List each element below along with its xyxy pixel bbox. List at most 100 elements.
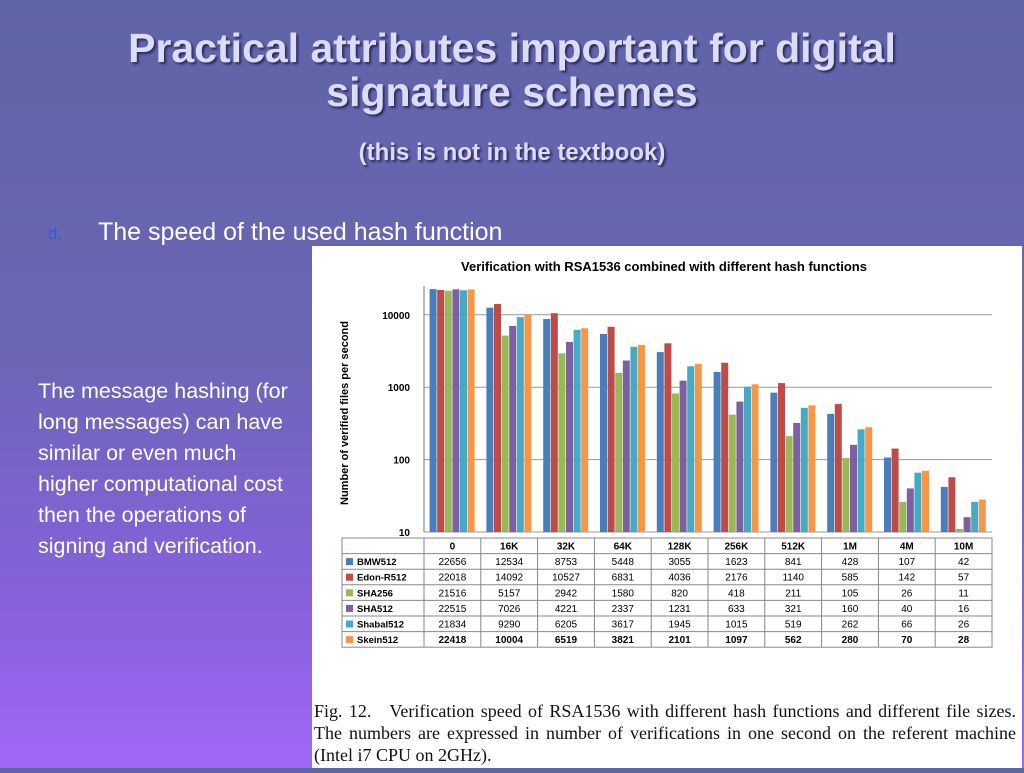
bar bbox=[672, 393, 679, 532]
bar bbox=[842, 458, 850, 532]
legend-swatch bbox=[346, 604, 353, 612]
table-cell-value: 22418 bbox=[438, 635, 466, 646]
table-cell-value: 2101 bbox=[668, 635, 691, 646]
bar bbox=[744, 386, 751, 532]
table-cell-value: 1580 bbox=[612, 588, 635, 599]
legend-label: SHA256 bbox=[357, 588, 393, 599]
bar bbox=[524, 314, 532, 532]
x-category-label: 512K bbox=[781, 542, 806, 553]
table-cell-value: 3821 bbox=[612, 635, 635, 646]
figure-caption: Fig. 12. Verification speed of RSA1536 wi… bbox=[314, 700, 1016, 768]
bar bbox=[558, 353, 566, 532]
y-tick-label: 10 bbox=[399, 528, 411, 539]
table-cell-value: 5157 bbox=[498, 588, 521, 599]
legend-swatch bbox=[346, 558, 353, 566]
bar bbox=[452, 289, 460, 532]
table-cell-value: 280 bbox=[842, 635, 859, 646]
x-category-label: 4M bbox=[900, 542, 914, 553]
bar bbox=[581, 328, 589, 532]
bar bbox=[728, 414, 736, 532]
bar bbox=[978, 499, 986, 532]
x-category-label: 32K bbox=[557, 542, 576, 553]
table-cell-value: 820 bbox=[671, 588, 688, 599]
chart-y-axis-label: Number of verified files per second bbox=[339, 321, 351, 505]
bar bbox=[501, 335, 509, 532]
table-cell-value: 26 bbox=[958, 620, 970, 631]
table-cell-value: 11 bbox=[958, 588, 969, 599]
bar bbox=[638, 345, 645, 532]
table-cell-value: 40 bbox=[901, 604, 913, 615]
table-cell-value: 8753 bbox=[555, 557, 578, 568]
bar bbox=[971, 501, 979, 532]
bar bbox=[940, 486, 948, 532]
table-cell-value: 107 bbox=[898, 557, 915, 568]
table-cell-value: 3055 bbox=[668, 557, 691, 568]
y-tick-label: 100 bbox=[393, 456, 410, 467]
bar bbox=[543, 318, 551, 532]
table-cell-value: 14092 bbox=[495, 573, 523, 584]
table-cell-value: 70 bbox=[901, 635, 913, 646]
table-cell-value: 57 bbox=[958, 573, 970, 584]
bar bbox=[600, 333, 607, 532]
table-cell-value: 21516 bbox=[438, 588, 466, 599]
table-cell-value: 1945 bbox=[668, 620, 691, 631]
table-cell-value: 1015 bbox=[725, 620, 748, 631]
bar bbox=[494, 304, 501, 532]
bar bbox=[785, 436, 793, 532]
table-cell-value: 2176 bbox=[725, 573, 748, 584]
bar bbox=[713, 371, 721, 532]
legend-swatch bbox=[346, 589, 353, 597]
bar bbox=[630, 346, 638, 532]
legend-label: SHA512 bbox=[357, 604, 393, 615]
table-cell-value: 6519 bbox=[555, 635, 578, 646]
table-cell-value: 22018 bbox=[438, 573, 466, 584]
bar bbox=[550, 313, 558, 532]
table-cell-value: 4036 bbox=[668, 573, 691, 584]
bar bbox=[566, 341, 573, 532]
table-cell-value: 562 bbox=[785, 635, 802, 646]
legend-label: Skein512 bbox=[357, 635, 398, 646]
table-cell-value: 9290 bbox=[498, 620, 521, 631]
table-cell-value: 633 bbox=[728, 604, 745, 615]
bar bbox=[922, 470, 929, 532]
chart-figure: Verification with RSA1536 combined with … bbox=[312, 246, 1022, 768]
table-cell-value: 5448 bbox=[612, 557, 635, 568]
table-cell-value: 10004 bbox=[495, 635, 523, 646]
bar bbox=[865, 427, 873, 532]
slide-title: Practical attributes important for digit… bbox=[128, 25, 896, 115]
table-cell-value: 841 bbox=[785, 557, 802, 568]
legend-label: BMW512 bbox=[357, 557, 397, 568]
table-cell-value: 2942 bbox=[555, 588, 578, 599]
bar bbox=[800, 407, 808, 532]
bar bbox=[899, 501, 907, 532]
bar bbox=[509, 325, 517, 532]
y-tick-label: 10000 bbox=[382, 311, 410, 322]
legend-label: Edon-R512 bbox=[357, 573, 407, 584]
bar bbox=[467, 289, 475, 532]
legend-swatch bbox=[346, 573, 353, 581]
x-category-label: 0 bbox=[450, 542, 456, 553]
bar bbox=[736, 401, 744, 532]
bar bbox=[906, 488, 914, 532]
table-cell-value: 10527 bbox=[552, 573, 580, 584]
x-category-label: 128K bbox=[668, 542, 693, 553]
table-cell-value: 6205 bbox=[555, 620, 578, 631]
caption-label: Fig. 12. bbox=[314, 701, 372, 721]
x-category-label: 64K bbox=[614, 542, 633, 553]
bar bbox=[486, 307, 494, 532]
bar bbox=[850, 444, 857, 532]
bar bbox=[622, 360, 630, 532]
table-cell-value: 585 bbox=[842, 573, 859, 584]
bar bbox=[751, 384, 759, 532]
legend-swatch bbox=[346, 620, 353, 628]
side-text: The message hashing (for long messages) … bbox=[38, 379, 288, 558]
bar bbox=[516, 317, 524, 532]
bar bbox=[793, 422, 801, 532]
table-cell-value: 26 bbox=[901, 588, 913, 599]
table-cell-value: 22515 bbox=[438, 604, 466, 615]
table-cell-value: 66 bbox=[901, 620, 913, 631]
bar bbox=[437, 289, 445, 532]
table-cell-value: 2337 bbox=[612, 604, 635, 615]
bar bbox=[827, 413, 835, 532]
chart-svg: Verification with RSA1536 combined with … bbox=[339, 259, 993, 648]
